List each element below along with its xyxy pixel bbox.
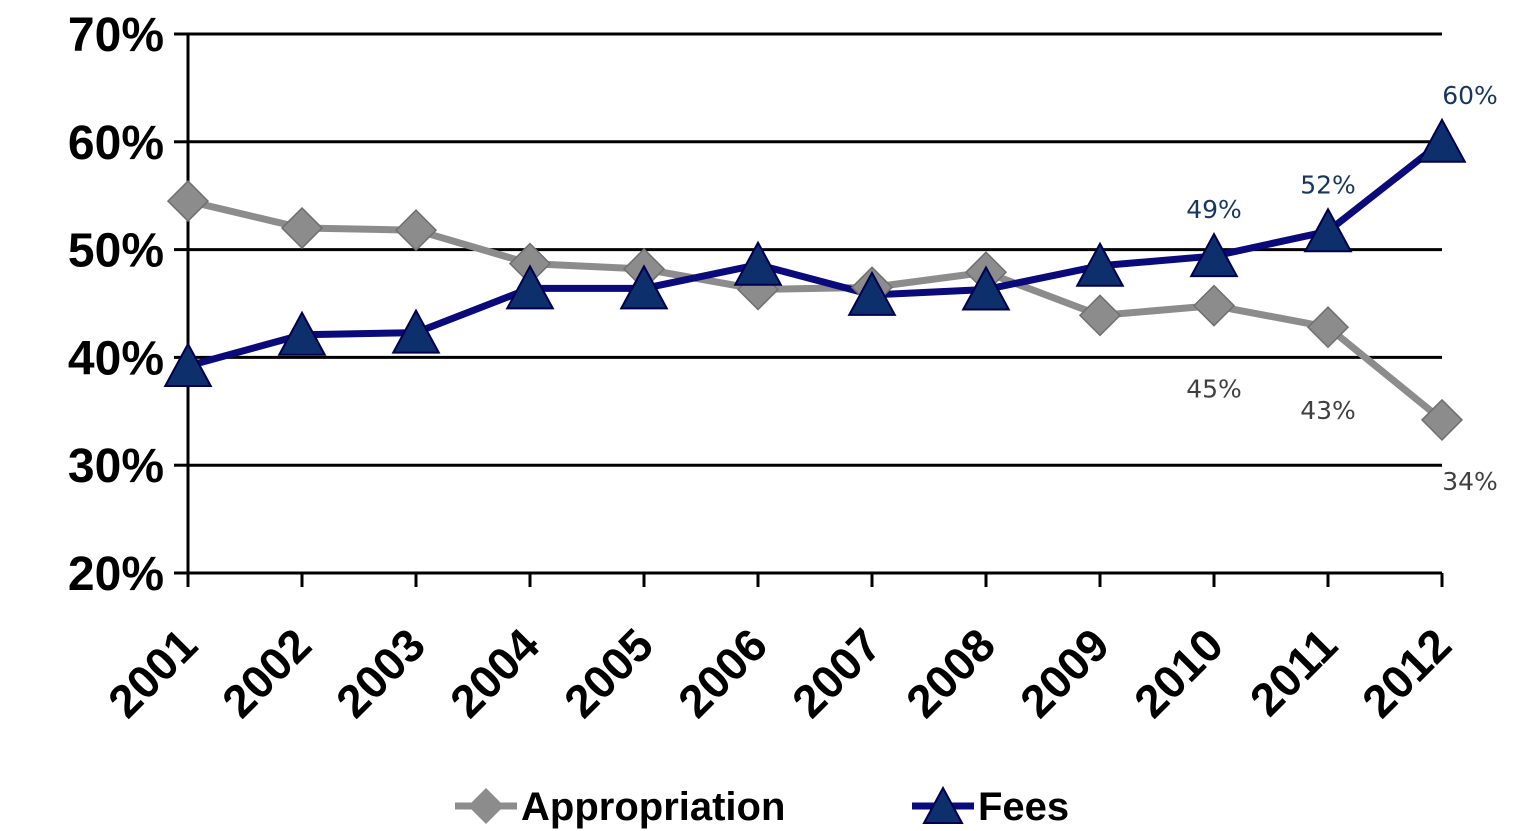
x-tick-label: 2007 [782,618,891,727]
data-point-appropriation [1306,306,1350,349]
x-tick-label: 2004 [440,618,549,727]
series-line-fees [187,139,1445,370]
x-tick-label: 2011 [1240,618,1347,725]
data-point-fees [505,264,555,310]
data-point-appropriation [1078,294,1122,337]
data-label: 60% [1442,81,1498,110]
x-tick-label: 2010 [1124,618,1233,727]
data-point-fees [277,310,327,356]
x-tick-label: 2001 [98,618,207,727]
data-point-appropriation [166,180,210,223]
x-tick-label: 2002 [212,618,321,727]
data-point-appropriation [394,209,438,252]
data-label: 45% [1186,375,1242,404]
data-label: 43% [1300,396,1356,425]
y-tick-label: 20% [68,548,164,601]
axes [174,32,1444,587]
gridlines [188,32,1442,467]
y-tick-labels: 20% 30% 40% 50% 60% 70% [68,9,164,601]
data-point-fees [1417,117,1467,163]
x-tick-label: 2009 [1010,618,1119,727]
data-point-appropriation [280,206,324,250]
x-tick-labels: 2001 2002 2003 2004 2005 2006 2007 2008 2009 2010… [98,618,1461,727]
x-tick-label: 2003 [326,618,435,727]
data-point-fees [1189,231,1239,278]
data-point-fees [1303,207,1353,253]
data-point-fees [1075,241,1125,287]
data-point-appropriation [1420,398,1464,441]
y-tick-label: 60% [68,117,164,170]
data-label: 49% [1186,195,1242,224]
legend-label: Appropriation [521,785,785,829]
x-tick-label: 2005 [554,618,663,727]
data-point-fees [847,270,897,316]
legend-triangle-icon [922,785,964,824]
data-point-fees [733,240,783,286]
y-tick-label: 40% [68,332,164,385]
data-point-fees [163,341,213,388]
data-point-appropriation [1192,284,1236,327]
x-tick-label: 2008 [896,618,1005,727]
x-tick-label: 2012 [1352,618,1461,727]
y-tick-label: 50% [68,225,164,278]
x-tick-label: 2006 [668,618,777,727]
y-tick-label: 30% [68,440,164,493]
legend-label: Fees [978,785,1069,829]
data-label: 52% [1300,170,1356,199]
data-point-fees [391,308,441,354]
data-point-fees [619,264,669,310]
data-label: 34% [1442,467,1498,496]
series [163,117,1467,441]
series-line-appropriation [187,197,1445,423]
data-labels: 45% 43% 34% 49% 52% 60% [1186,81,1498,496]
data-point-fees [961,265,1011,311]
legend: Appropriation Fees [455,785,1069,829]
legend-diamond-icon [468,788,504,824]
y-tick-label: 70% [68,9,164,62]
